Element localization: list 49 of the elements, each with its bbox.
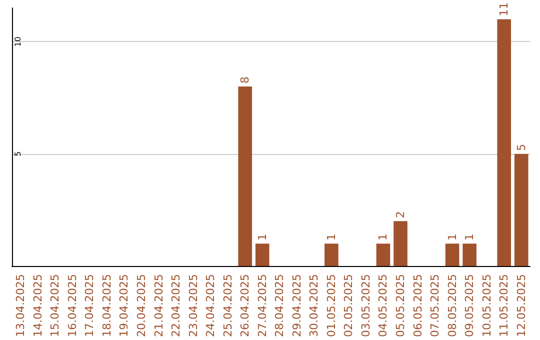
x-tick-label: 24.04.2025 <box>204 274 218 338</box>
x-tick-label: 30.04.2025 <box>308 274 321 338</box>
x-tick-label: 08.05.2025 <box>446 274 459 338</box>
x-tick-label: 10.05.2025 <box>480 274 494 338</box>
data-label: 1 <box>256 234 269 241</box>
x-tick-label: 01.05.2025 <box>324 274 338 338</box>
y-tick-label: 10 <box>14 36 22 47</box>
x-tick-label: 04.05.2025 <box>376 274 390 338</box>
x-tick-label: 26.04.2025 <box>238 274 252 338</box>
data-label: 2 <box>394 211 407 218</box>
x-tick-label: 14.04.2025 <box>31 274 44 338</box>
bar <box>376 244 390 266</box>
x-tick-label: 17.04.2025 <box>83 274 96 338</box>
x-tick-label: 28.04.2025 <box>273 274 286 338</box>
data-label: 5 <box>514 144 528 151</box>
bar <box>238 86 252 266</box>
bar <box>462 244 476 266</box>
data-label: 1 <box>376 234 390 241</box>
x-tick-label: 18.04.2025 <box>100 274 114 338</box>
x-tick-label: 07.05.2025 <box>428 274 442 338</box>
x-tick-label: 19.04.2025 <box>118 274 131 338</box>
bar <box>394 221 408 266</box>
x-tick-label: 15.04.2025 <box>48 274 62 338</box>
data-label: 1 <box>463 234 476 241</box>
bar <box>514 154 528 266</box>
data-label: 1 <box>324 234 338 241</box>
bar <box>324 244 338 266</box>
x-tick-label: 22.04.2025 <box>170 274 183 338</box>
x-tick-label: 09.05.2025 <box>463 274 476 338</box>
bar <box>497 19 512 266</box>
x-tick-label: 03.05.2025 <box>359 274 372 338</box>
x-tick-label: 13.04.2025 <box>14 274 28 338</box>
bar <box>445 244 460 266</box>
data-label: 11 <box>498 2 511 16</box>
x-tick-label: 16.04.2025 <box>66 274 79 338</box>
x-tick-label: 25.04.2025 <box>221 274 234 338</box>
x-tick-label: 06.05.2025 <box>411 274 424 338</box>
bar <box>255 244 270 266</box>
x-tick-label: 23.04.2025 <box>186 274 200 338</box>
x-tick-label: 05.05.2025 <box>394 274 407 338</box>
data-label: 1 <box>446 234 459 241</box>
x-tick-label: 20.04.2025 <box>135 274 148 338</box>
x-tick-label: 21.04.2025 <box>152 274 166 338</box>
x-tick-label: 29.04.2025 <box>290 274 304 338</box>
x-tick-label: 02.05.2025 <box>342 274 356 338</box>
data-label: 8 <box>238 76 252 84</box>
x-tick-label: 12.05.2025 <box>514 274 528 338</box>
x-tick-label: 11.05.2025 <box>498 274 511 338</box>
x-tick-label: 27.04.2025 <box>256 274 269 338</box>
